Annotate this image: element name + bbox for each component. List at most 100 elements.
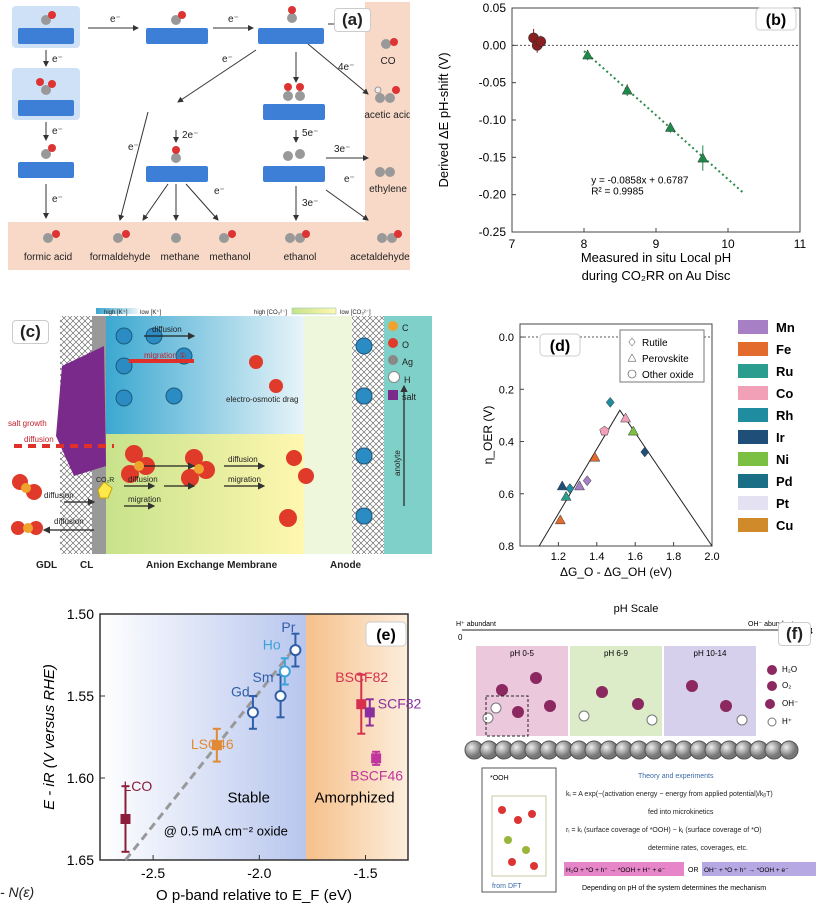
mechanism-eqs: H₂O + *O + h⁺ → *OOH + H⁺ + e⁻ OR OH⁻ + … [566, 867, 789, 874]
oh-abundant-note: OH⁻ abundant [748, 621, 793, 628]
element-label: Rh [776, 408, 793, 423]
point-label: BSCF46 [350, 767, 403, 783]
y-tick-label: 0.0 [499, 332, 514, 344]
co2r-site [97, 481, 113, 499]
panel-d-label-box [539, 333, 581, 357]
data-point [664, 121, 676, 132]
panel-c-label: (c) [12, 320, 49, 344]
y-tick-label: 0.2 [499, 384, 514, 396]
y-tick-label: -0.10 [479, 113, 507, 127]
element-label: Ir [776, 430, 785, 445]
region-anode: Anode [330, 560, 362, 571]
panel-c-legend: C O Ag H salt [388, 320, 416, 406]
edge-label: 2e⁻ [182, 130, 198, 141]
species-label: H₂O [782, 665, 797, 674]
product-acetaldehyde: acetaldehyde [350, 252, 410, 263]
label-co2r: CO₂R [96, 477, 114, 484]
region-cl: CL [80, 560, 93, 571]
label-diffusion-co2: diffusion [24, 435, 54, 444]
data-point [364, 707, 375, 718]
label-diffusion: diffusion [228, 455, 258, 464]
label-diffusion: diffusion [54, 517, 84, 526]
data-point [620, 412, 632, 423]
data-point [560, 490, 572, 501]
data-point [535, 36, 547, 47]
edge-label: e⁻ [52, 54, 63, 65]
panel-b-chart: 7 8 9 10 11 0.05 0.00 -0.05 -0.10 -0.15 -0.20 -0.25… [418, 0, 820, 300]
x-tick-label: 1.6 [628, 551, 643, 563]
ooh-label: *OOH [490, 775, 509, 782]
k-ions [115, 327, 373, 525]
data-point [574, 480, 585, 491]
scale-right-low: low [CO₃²⁻] [340, 310, 371, 316]
element-label: Fe [776, 342, 791, 357]
element-swatch [738, 474, 768, 488]
element-label: Ni [776, 452, 789, 467]
panel-a-label: (a) [334, 8, 371, 32]
edge-label: e⁻ [128, 142, 139, 153]
arrow-labels: high [K⁺] low [K⁺] high [CO₃²⁻] low [CO₃… [8, 309, 402, 526]
x-tick-label: 1.2 [551, 551, 566, 563]
edge-label: e⁻ [52, 194, 63, 205]
panel-e-label-box [365, 621, 407, 647]
scale-left-low: low [K⁺] [140, 309, 162, 316]
data-point [278, 665, 291, 678]
species-label: O₂ [782, 681, 791, 690]
y-tick-label: 0.05 [483, 1, 507, 15]
y-tick-label: -0.05 [479, 76, 507, 90]
label-electro-osmotic-drag: electro-osmotic drag [226, 395, 298, 404]
element-swatch [738, 518, 768, 532]
y-tick-label: 1.55 [67, 688, 94, 704]
y-tick-label: 0.8 [499, 541, 514, 553]
panel-c-membrane: high [K⁺] low [K⁺] high [CO₃²⁻] low [CO₃… [4, 306, 432, 574]
element-swatch [738, 496, 768, 510]
x-axis-label: ΔG_O - ΔG_OH (eV) [560, 565, 672, 579]
y-tick-label: 1.60 [67, 770, 94, 786]
side-products-band [365, 2, 410, 224]
fed-note: fed into microkinetics [648, 809, 714, 816]
product-formaldehyde: formaldehyde [90, 252, 151, 263]
x-axis-label-2: during CO₂RR on Au Disc [582, 268, 731, 283]
legend-label: Rutile [642, 338, 668, 349]
x-tick-label: 1.8 [666, 551, 681, 563]
x-axis-label: Measured in situ Local pH [581, 250, 731, 265]
edge-label: e⁻ [344, 174, 355, 185]
y-tick-label: -0.15 [479, 150, 507, 164]
panel-b-label-box [755, 7, 797, 31]
product-methane: methane [161, 252, 200, 263]
catalyst-slabs [18, 28, 325, 182]
element-swatch [738, 408, 768, 422]
legend-ag-item: Ag [388, 354, 416, 371]
region-labels: GDL CL Anion Exchange Membrane Anode [36, 560, 362, 571]
plot-frame [99, 613, 409, 861]
data-point [554, 514, 566, 525]
stable-region [100, 614, 307, 860]
membrane-right [304, 316, 352, 554]
data-point [640, 446, 650, 458]
ph-title: pH Scale [614, 603, 659, 615]
legend-marker [628, 337, 636, 347]
edge-label: 5e⁻ [302, 128, 318, 139]
label-diffusion: diffusion [44, 491, 74, 500]
volcano-line [538, 409, 713, 547]
region-membrane: Anion Exchange Membrane [146, 560, 278, 571]
surface-atoms [464, 740, 799, 760]
panel-d-label: (d) [550, 338, 570, 355]
element-swatch [738, 342, 768, 356]
panel-a-reaction-pathway: e⁻ e⁻ e⁻ e⁻ e⁻ e⁻ e⁻ e⁻ e⁻ 2e⁻ 4e⁻ 5e⁻ 3… [8, 2, 410, 270]
edge-label: e⁻ [222, 54, 233, 65]
x-tick-label: 9 [653, 237, 660, 251]
data-point [274, 690, 287, 702]
label-migration: migration ① [144, 351, 186, 360]
y-tick-label: 0.00 [483, 38, 507, 52]
region-stable: Stable [227, 790, 270, 807]
fit-equation: y = -0.0858x + 0.6787 [591, 175, 689, 186]
salt-deposit [56, 346, 106, 476]
point-label: Ho [263, 636, 281, 652]
point-label: LCO [123, 778, 152, 794]
x-tick-label: -2.0 [247, 865, 271, 881]
species-legend: H₂O O₂ OH⁻ H⁺ [765, 665, 798, 727]
k-scale-bar [96, 308, 138, 314]
product-methanol: methanol [209, 252, 250, 263]
x-tick-label: 1.4 [589, 551, 604, 563]
